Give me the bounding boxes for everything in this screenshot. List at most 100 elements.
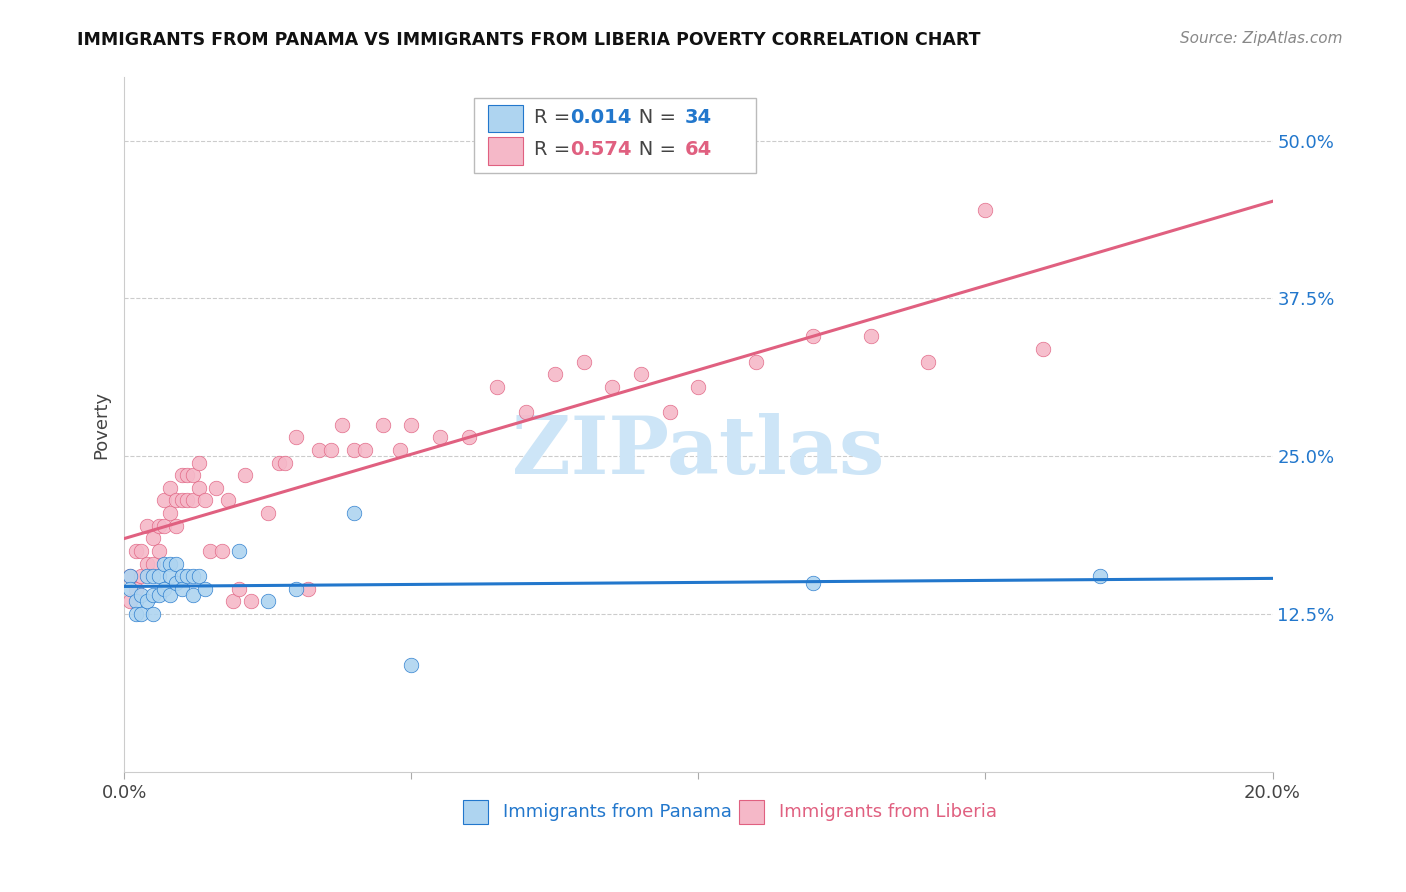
Point [233, 468, 256, 483]
Point [228, 544, 250, 558]
Point [187, 481, 209, 495]
Point [125, 544, 148, 558]
Point [131, 544, 153, 558]
Point [187, 456, 209, 470]
Point [165, 557, 187, 571]
Point [176, 468, 198, 483]
Point [142, 607, 165, 621]
Point [801, 329, 824, 343]
Point [319, 442, 342, 457]
Point [125, 607, 148, 621]
Point [1032, 342, 1054, 356]
Text: 34: 34 [685, 108, 711, 127]
FancyBboxPatch shape [488, 137, 523, 165]
Point [153, 493, 176, 508]
Point [148, 569, 170, 583]
Point [194, 582, 217, 596]
Point [222, 594, 245, 608]
Point [153, 557, 176, 571]
Point [256, 594, 278, 608]
Point [176, 493, 198, 508]
Point [205, 481, 228, 495]
FancyBboxPatch shape [488, 104, 523, 132]
Point [153, 518, 176, 533]
Point [142, 557, 165, 571]
Point [354, 442, 377, 457]
Point [401, 657, 423, 672]
Text: ZIPatlas: ZIPatlas [512, 414, 884, 491]
Point [859, 329, 882, 343]
Text: 64: 64 [685, 140, 711, 159]
Text: 0.574: 0.574 [569, 140, 631, 159]
Point [165, 493, 187, 508]
Text: 0.014: 0.014 [569, 108, 631, 127]
Point [125, 594, 148, 608]
Point [148, 544, 170, 558]
Point [142, 532, 165, 546]
Point [401, 417, 423, 432]
Point [801, 575, 824, 590]
Point [630, 367, 652, 381]
Point [745, 354, 768, 368]
Point [572, 354, 595, 368]
Point [228, 582, 250, 596]
Point [285, 430, 308, 444]
Point [118, 569, 141, 583]
Point [159, 569, 181, 583]
Point [170, 582, 193, 596]
Point [187, 569, 209, 583]
Point [297, 582, 319, 596]
Point [176, 569, 198, 583]
Point [429, 430, 451, 444]
Point [343, 442, 366, 457]
Point [170, 493, 193, 508]
Point [136, 594, 159, 608]
Point [159, 506, 181, 520]
Point [211, 544, 233, 558]
Point [332, 417, 354, 432]
Point [285, 582, 308, 596]
Text: Source: ZipAtlas.com: Source: ZipAtlas.com [1180, 31, 1343, 46]
Point [917, 354, 939, 368]
Point [181, 493, 204, 508]
Point [170, 468, 193, 483]
Text: Immigrants from Panama: Immigrants from Panama [503, 803, 733, 821]
Point [1090, 569, 1112, 583]
Point [148, 588, 170, 602]
Point [118, 582, 141, 596]
Point [159, 557, 181, 571]
Point [181, 588, 204, 602]
Point [274, 456, 297, 470]
Point [125, 582, 148, 596]
Point [388, 442, 411, 457]
Text: IMMIGRANTS FROM PANAMA VS IMMIGRANTS FROM LIBERIA POVERTY CORRELATION CHART: IMMIGRANTS FROM PANAMA VS IMMIGRANTS FRO… [77, 31, 981, 49]
Point [136, 569, 159, 583]
Point [308, 442, 330, 457]
Point [217, 493, 239, 508]
FancyBboxPatch shape [738, 800, 763, 824]
Point [159, 481, 181, 495]
Point [148, 518, 170, 533]
Point [658, 405, 681, 419]
Point [118, 594, 141, 608]
Point [515, 405, 537, 419]
Point [165, 518, 187, 533]
Point [269, 456, 291, 470]
Point [457, 430, 479, 444]
Point [118, 569, 141, 583]
Point [142, 588, 165, 602]
Text: R =: R = [534, 108, 576, 127]
Text: R =: R = [534, 140, 576, 159]
FancyBboxPatch shape [474, 98, 756, 173]
Point [131, 588, 153, 602]
Text: N =: N = [620, 140, 682, 159]
Point [544, 367, 567, 381]
Point [131, 607, 153, 621]
Point [486, 380, 509, 394]
Point [371, 417, 394, 432]
Point [974, 202, 997, 217]
Point [194, 493, 217, 508]
Point [181, 569, 204, 583]
Text: N =: N = [620, 108, 682, 127]
Point [159, 588, 181, 602]
